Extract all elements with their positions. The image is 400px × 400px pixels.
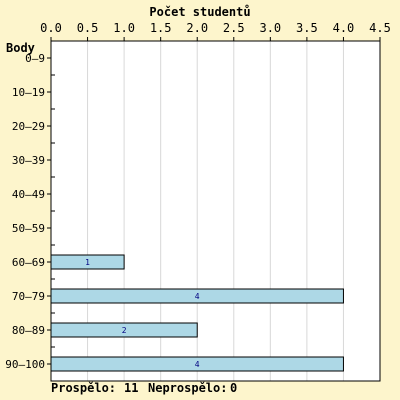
bar-value-label: 1 bbox=[85, 258, 90, 267]
x-tick-label: 3.5 bbox=[296, 21, 318, 35]
plot-border bbox=[50, 40, 381, 382]
y-tick-label: 40–49 bbox=[12, 188, 45, 201]
y-tick-label: 60–69 bbox=[12, 256, 45, 269]
y-tick-label: 50–59 bbox=[12, 222, 45, 235]
y-tick-label: 80–89 bbox=[12, 324, 45, 337]
y-tick-label: 0–9 bbox=[25, 52, 45, 65]
x-tick-label: 0.0 bbox=[40, 21, 62, 35]
chart-title: Počet studentů bbox=[149, 5, 250, 19]
y-tick-label: 90–100 bbox=[5, 358, 45, 371]
x-tick-label: 2.0 bbox=[186, 21, 208, 35]
y-tick-label: 30–39 bbox=[12, 154, 45, 167]
bar-value-label: 4 bbox=[195, 292, 200, 301]
x-tick-label: 2.5 bbox=[223, 21, 245, 35]
passed-label: Prospělo: bbox=[51, 381, 116, 395]
y-tick-label: 70–79 bbox=[12, 290, 45, 303]
y-tick-label: 20–29 bbox=[12, 120, 45, 133]
footer-summary: Prospělo: 11 Neprospělo: 0 bbox=[51, 381, 237, 395]
failed-value: 0 bbox=[230, 381, 237, 395]
axis-ticks: 0.0 0.5 1.0 1.5 2.0 2.5 3.0 3.5 4.0 4.5 0–9 10–19 20… bbox=[5, 21, 391, 371]
failed-label: Neprospělo: bbox=[148, 381, 227, 395]
x-tick-label: 3.0 bbox=[259, 21, 281, 35]
y-tick-label: 10–19 bbox=[12, 86, 45, 99]
x-tick-label: 4.5 bbox=[369, 21, 391, 35]
passed-value: 11 bbox=[124, 381, 138, 395]
bar-value-label: 4 bbox=[195, 360, 200, 369]
x-tick-label: 0.5 bbox=[77, 21, 99, 35]
x-tick-label: 1.0 bbox=[113, 21, 135, 35]
y-axis-label: Body bbox=[6, 41, 35, 55]
bars: 1 4 2 4 bbox=[50, 254, 344, 372]
bar-value-label: 2 bbox=[122, 326, 127, 335]
x-tick-label: 4.0 bbox=[333, 21, 355, 35]
x-tick-label: 1.5 bbox=[150, 21, 172, 35]
